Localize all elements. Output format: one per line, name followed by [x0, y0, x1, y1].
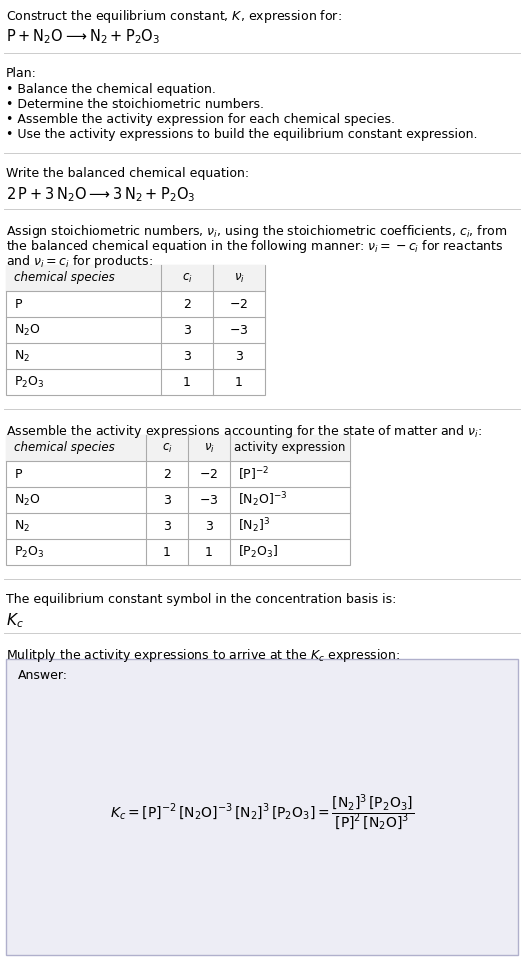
Bar [6, 265, 265, 291]
Text: $\nu_i$: $\nu_i$ [204, 441, 214, 455]
Text: the balanced chemical equation in the following manner: $\nu_i = -c_i$ for react: the balanced chemical equation in the fo… [6, 238, 504, 255]
Text: 1: 1 [163, 546, 171, 558]
Text: and $\nu_i = c_i$ for products:: and $\nu_i = c_i$ for products: [6, 253, 153, 270]
Text: $K_c$: $K_c$ [6, 611, 24, 630]
Text: $\mathrm{P}$: $\mathrm{P}$ [14, 297, 23, 311]
Text: 3: 3 [205, 520, 213, 532]
Text: $[\mathrm{P}]^{-2}$: $[\mathrm{P}]^{-2}$ [238, 465, 269, 482]
Text: • Balance the chemical equation.: • Balance the chemical equation. [6, 83, 216, 96]
Text: $c_i$: $c_i$ [161, 441, 172, 455]
Text: $[\mathrm{N_2}]^3$: $[\mathrm{N_2}]^3$ [238, 517, 270, 535]
Text: $K_c = [\mathrm{P}]^{-2}\,[\mathrm{N_2O}]^{-3}\,[\mathrm{N_2}]^{3}\,[\mathrm{P_2: $K_c = [\mathrm{P}]^{-2}\,[\mathrm{N_2O}… [110, 793, 414, 833]
Text: $\mathrm{P}$: $\mathrm{P}$ [14, 467, 23, 480]
Text: Mulitply the activity expressions to arrive at the $K_c$ expression:: Mulitply the activity expressions to arr… [6, 647, 400, 664]
Text: Assemble the activity expressions accounting for the state of matter and $\nu_i$: Assemble the activity expressions accoun… [6, 423, 482, 440]
Text: chemical species: chemical species [14, 271, 115, 285]
Text: $-2$: $-2$ [230, 297, 248, 311]
Text: $-3$: $-3$ [199, 494, 219, 506]
Text: The equilibrium constant symbol in the concentration basis is:: The equilibrium constant symbol in the c… [6, 593, 396, 606]
Text: Plan:: Plan: [6, 67, 37, 80]
Text: Assign stoichiometric numbers, $\nu_i$, using the stoichiometric coefficients, $: Assign stoichiometric numbers, $\nu_i$, … [6, 223, 507, 240]
Text: chemical species: chemical species [14, 441, 115, 455]
Text: Construct the equilibrium constant, $K$, expression for:: Construct the equilibrium constant, $K$,… [6, 8, 342, 25]
Text: $\nu_i$: $\nu_i$ [234, 271, 244, 285]
Text: 3: 3 [183, 323, 191, 337]
Text: $-2$: $-2$ [200, 467, 219, 480]
Text: $[\mathrm{P_2O_3}]$: $[\mathrm{P_2O_3}]$ [238, 544, 278, 560]
Text: • Use the activity expressions to build the equilibrium constant expression.: • Use the activity expressions to build … [6, 128, 477, 141]
Text: activity expression: activity expression [234, 441, 346, 455]
Text: 3: 3 [163, 520, 171, 532]
Text: 1: 1 [235, 376, 243, 388]
Bar [6, 435, 350, 565]
Text: $2\,\mathrm{P} + 3\,\mathrm{N_2O} \longrightarrow 3\,\mathrm{N_2} + \mathrm{P_2O: $2\,\mathrm{P} + 3\,\mathrm{N_2O} \longr… [6, 185, 195, 203]
Text: Answer:: Answer: [18, 669, 68, 682]
Text: 1: 1 [183, 376, 191, 388]
Text: $\mathrm{N_2O}$: $\mathrm{N_2O}$ [14, 322, 40, 338]
Bar [6, 265, 265, 395]
Text: 3: 3 [163, 494, 171, 506]
Text: Write the balanced chemical equation:: Write the balanced chemical equation: [6, 167, 249, 180]
Bar [6, 435, 350, 461]
Text: $\mathrm{N_2O}$: $\mathrm{N_2O}$ [14, 493, 40, 507]
Text: 1: 1 [205, 546, 213, 558]
Text: • Assemble the activity expression for each chemical species.: • Assemble the activity expression for e… [6, 113, 395, 126]
Text: 3: 3 [183, 349, 191, 363]
Text: $-3$: $-3$ [230, 323, 249, 337]
Text: 2: 2 [163, 467, 171, 480]
Text: $[\mathrm{N_2O}]^{-3}$: $[\mathrm{N_2O}]^{-3}$ [238, 491, 287, 509]
Text: • Determine the stoichiometric numbers.: • Determine the stoichiometric numbers. [6, 98, 264, 111]
Text: $\mathrm{N_2}$: $\mathrm{N_2}$ [14, 519, 30, 533]
Text: $\mathrm{N_2}$: $\mathrm{N_2}$ [14, 348, 30, 363]
Text: $c_i$: $c_i$ [182, 271, 192, 285]
Text: 2: 2 [183, 297, 191, 311]
Text: $\mathrm{P_2O_3}$: $\mathrm{P_2O_3}$ [14, 545, 45, 559]
Bar [6, 659, 518, 955]
Text: $\mathrm{P} + \mathrm{N_2O} \longrightarrow \mathrm{N_2} + \mathrm{P_2O_3}$: $\mathrm{P} + \mathrm{N_2O} \longrightar… [6, 27, 160, 46]
Text: 3: 3 [235, 349, 243, 363]
Text: $\mathrm{P_2O_3}$: $\mathrm{P_2O_3}$ [14, 374, 45, 389]
